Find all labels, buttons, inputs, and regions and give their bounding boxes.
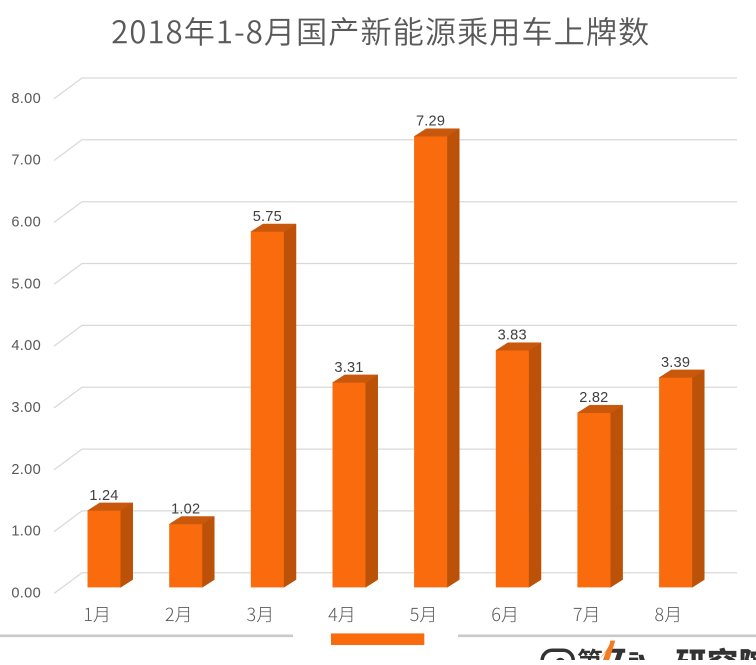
svg-text:4.00: 4.00 bbox=[11, 338, 41, 354]
svg-text:1.00: 1.00 bbox=[11, 524, 41, 540]
svg-text:3.39: 3.39 bbox=[661, 355, 690, 371]
svg-text:8.00: 8.00 bbox=[11, 91, 41, 107]
svg-text:7.29: 7.29 bbox=[416, 114, 445, 130]
svg-text:3.83: 3.83 bbox=[498, 328, 527, 344]
svg-text:5.00: 5.00 bbox=[11, 276, 41, 292]
svg-text:5.75: 5.75 bbox=[253, 209, 282, 225]
svg-text:3.31: 3.31 bbox=[334, 360, 363, 376]
svg-text:3.00: 3.00 bbox=[11, 400, 41, 416]
svg-text:0.00: 0.00 bbox=[11, 586, 41, 602]
svg-text:1.02: 1.02 bbox=[171, 502, 200, 518]
svg-text:1.24: 1.24 bbox=[89, 488, 118, 504]
svg-text:2.00: 2.00 bbox=[11, 462, 41, 478]
svg-text:6.00: 6.00 bbox=[11, 215, 41, 231]
svg-text:7.00: 7.00 bbox=[11, 153, 41, 169]
svg-text:2.82: 2.82 bbox=[579, 390, 608, 406]
